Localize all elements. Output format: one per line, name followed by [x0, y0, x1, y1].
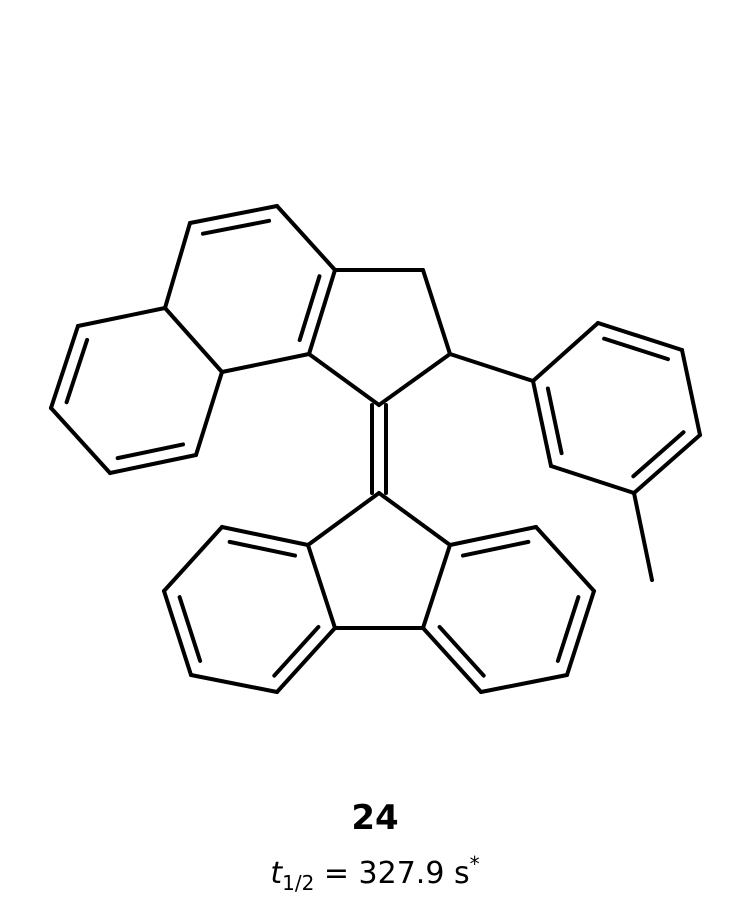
double-bond-inner-line [437, 624, 486, 678]
single-bond [162, 525, 224, 593]
single-bond [421, 268, 452, 356]
single-bond [194, 370, 224, 457]
single-bond [76, 306, 167, 328]
double-bond-outer-line [49, 324, 80, 410]
half-life-equals: = [314, 856, 359, 891]
half-life-label: t1/2 = 327.9 s* [0, 842, 750, 905]
single-bond [680, 348, 702, 437]
double-bond-outer-line [421, 626, 483, 694]
double-bond-inner-line [177, 595, 203, 663]
double-bond-inner-line [200, 218, 272, 236]
double-bond-inner-line [631, 430, 686, 479]
single-bond [189, 673, 279, 694]
single-bond [306, 543, 337, 630]
half-life-unit: s [444, 856, 470, 891]
single-bond [534, 525, 596, 593]
double-bond-outer-line [307, 268, 337, 356]
double-bond-outer-line [162, 589, 193, 677]
double-bond-inner-line [115, 442, 186, 461]
half-life-footnote: * [469, 852, 480, 876]
single-bond [49, 406, 112, 475]
double-bond-inner-line [297, 274, 322, 343]
double-bond-outer-line [108, 453, 198, 475]
double-bond-inner-line [545, 386, 564, 456]
single-bond [220, 352, 311, 374]
double-bond-outer-line [448, 525, 538, 547]
double-bond-inner-line [602, 336, 670, 362]
double-bond-inner-line [555, 595, 581, 663]
single-bond [275, 204, 337, 272]
single-bond [549, 464, 636, 495]
double-bond-outer-line [596, 321, 684, 352]
double-bond-inner-line [64, 337, 90, 405]
double-bond-outer-line [220, 525, 310, 547]
half-life-subscript: 1/2 [282, 871, 315, 895]
single-bond [448, 352, 535, 383]
single-bond [163, 306, 224, 374]
single-bond [163, 221, 192, 310]
compound-number: 24 [351, 798, 399, 838]
single-bond [306, 491, 381, 547]
single-bond [307, 352, 381, 407]
single-bond [421, 543, 452, 630]
single-bond [531, 321, 600, 383]
single-bond [479, 673, 569, 694]
double-bond-outer-line [188, 204, 279, 225]
half-life-symbol: t [270, 856, 283, 891]
double-bond-outer-line [531, 379, 553, 468]
double-bond-outer-line [275, 626, 337, 694]
double-bond-outer-line [632, 433, 702, 495]
double-bond-inner-line [227, 539, 298, 558]
half-life-value: 327.9 [358, 856, 445, 891]
double-bond-inner-line [460, 539, 531, 558]
single-bond [377, 491, 452, 547]
double-bond-inner-line [272, 624, 321, 678]
double-bond-outer-line [565, 589, 596, 677]
single-bond [632, 491, 654, 582]
single-bond [377, 352, 452, 407]
